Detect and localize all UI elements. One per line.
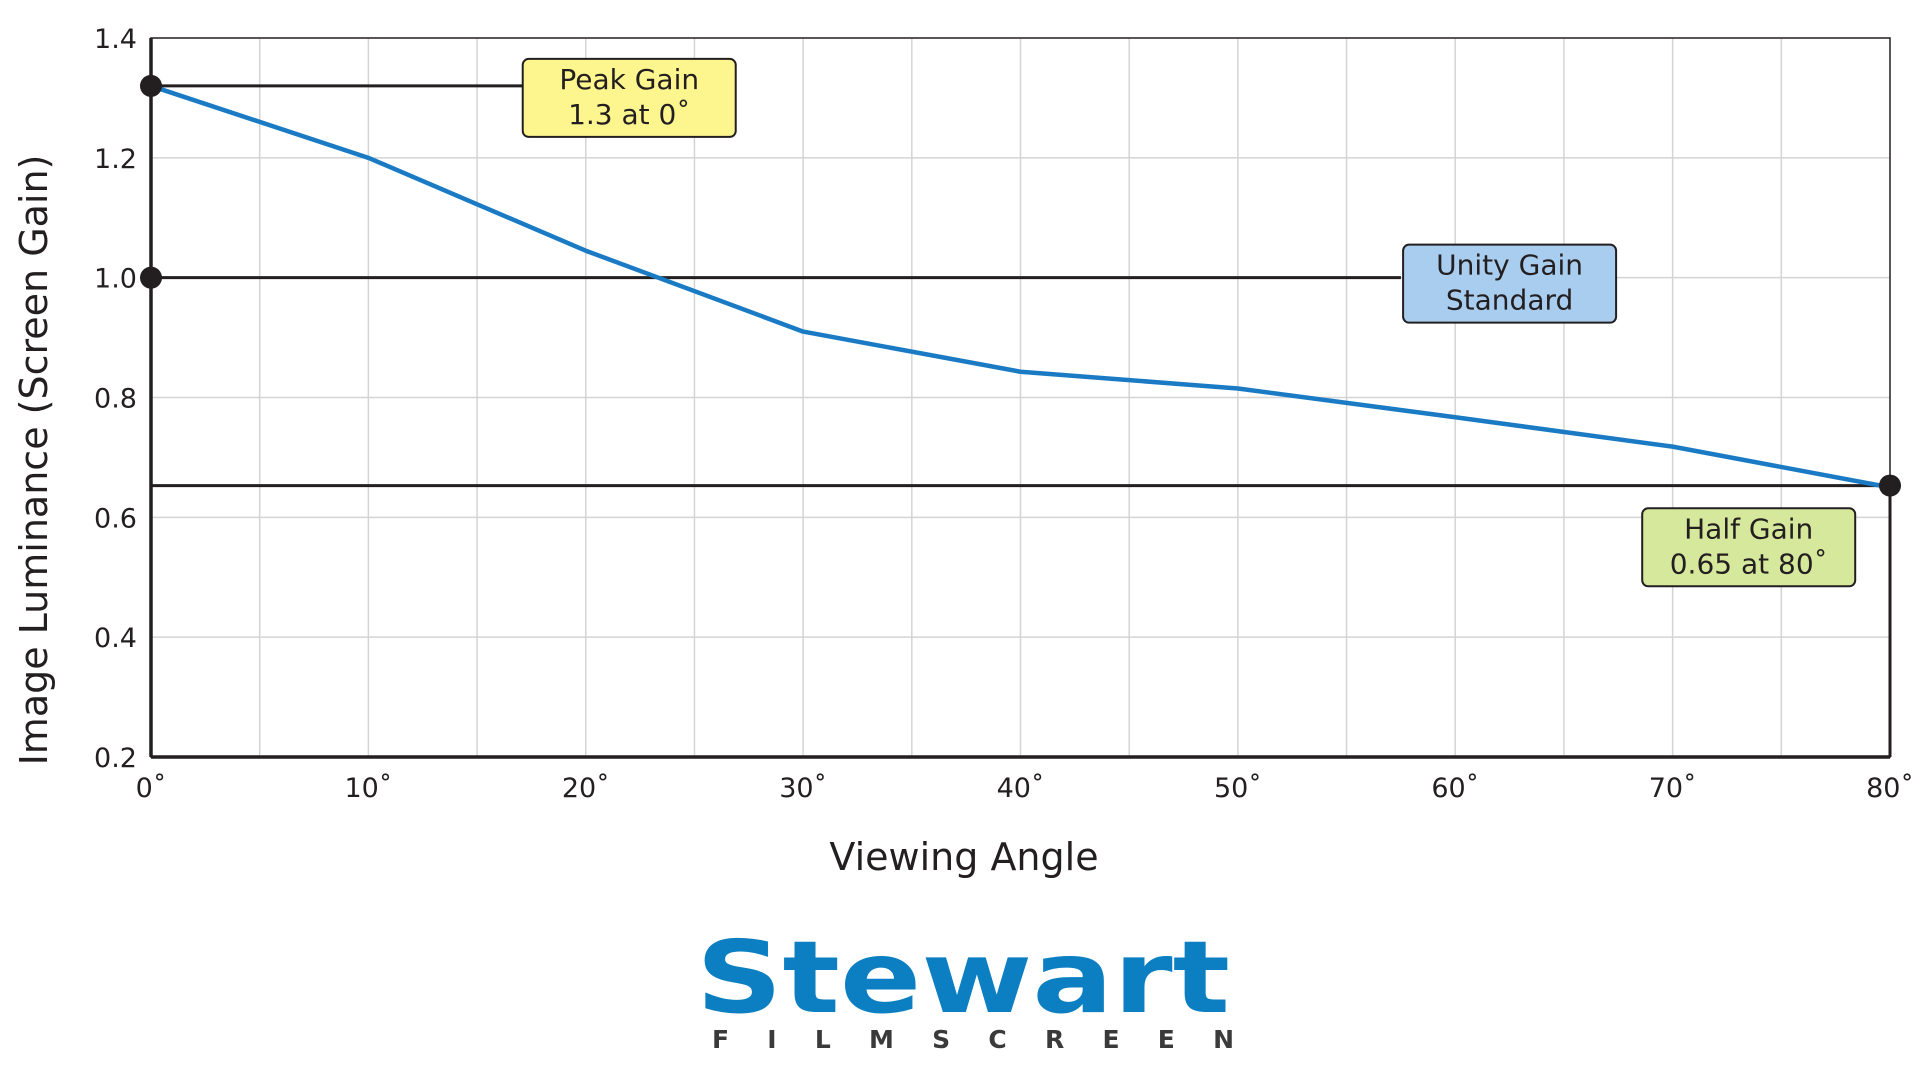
annotation-background [1641, 507, 1857, 588]
marker-dot [140, 74, 162, 97]
x-tick-label: 80˚ [1866, 773, 1914, 804]
y-axis-title: Image Luminance (Screen Gain) [12, 155, 56, 766]
annotation-background [521, 57, 737, 138]
x-tick-label: 40˚ [997, 773, 1045, 804]
y-tick-label: 0.6 [94, 503, 137, 534]
annotation-text: Standard [1446, 284, 1573, 317]
y-tick-label: 1.2 [94, 144, 137, 175]
stewart-filmscreen-logo: Stewart FILMSCREEN [696, 919, 1234, 1054]
x-tick-label: 20˚ [562, 773, 610, 804]
y-tick-label: 0.8 [94, 384, 137, 415]
marker-dot [140, 266, 162, 289]
y-tick-label: 1.0 [94, 264, 137, 295]
series [150, 83, 1891, 490]
annotation-text: Peak Gain [559, 63, 699, 96]
y-tick-label: 0.4 [94, 623, 137, 654]
x-tick-label: 30˚ [779, 773, 827, 804]
y-tick-label: 0.2 [94, 743, 137, 774]
y-tick-labels: 0.2 0.4 0.6 0.8 1.0 1.2 1.4 [94, 24, 137, 774]
grid [151, 38, 1890, 757]
marker-dot [1879, 474, 1901, 497]
x-axis-title: Viewing Angle [829, 835, 1098, 879]
x-tick-label: 0˚ [136, 773, 167, 804]
annotation-text: Half Gain [1684, 512, 1813, 545]
logo-wordmark: Stewart [696, 919, 1230, 1036]
annotation-text: 1.3 at 0˚ [568, 98, 690, 131]
y-tick-label: 1.4 [94, 24, 137, 55]
annotation-text: Unity Gain [1436, 249, 1583, 282]
markers [140, 74, 1901, 497]
x-tick-label: 70˚ [1649, 773, 1697, 804]
plot-frame [149, 37, 1891, 759]
annotation-text: 0.65 at 80˚ [1670, 547, 1828, 580]
annotation-background [1402, 243, 1618, 324]
x-tick-label: 10˚ [344, 773, 392, 804]
x-tick-labels: 0˚ 10˚ 20˚ 30˚ 40˚ 50˚ 60˚ 70˚ 80˚ [136, 773, 1914, 804]
x-tick-label: 50˚ [1214, 773, 1262, 804]
x-tick-label: 60˚ [1431, 773, 1479, 804]
series-line [150, 83, 1891, 490]
